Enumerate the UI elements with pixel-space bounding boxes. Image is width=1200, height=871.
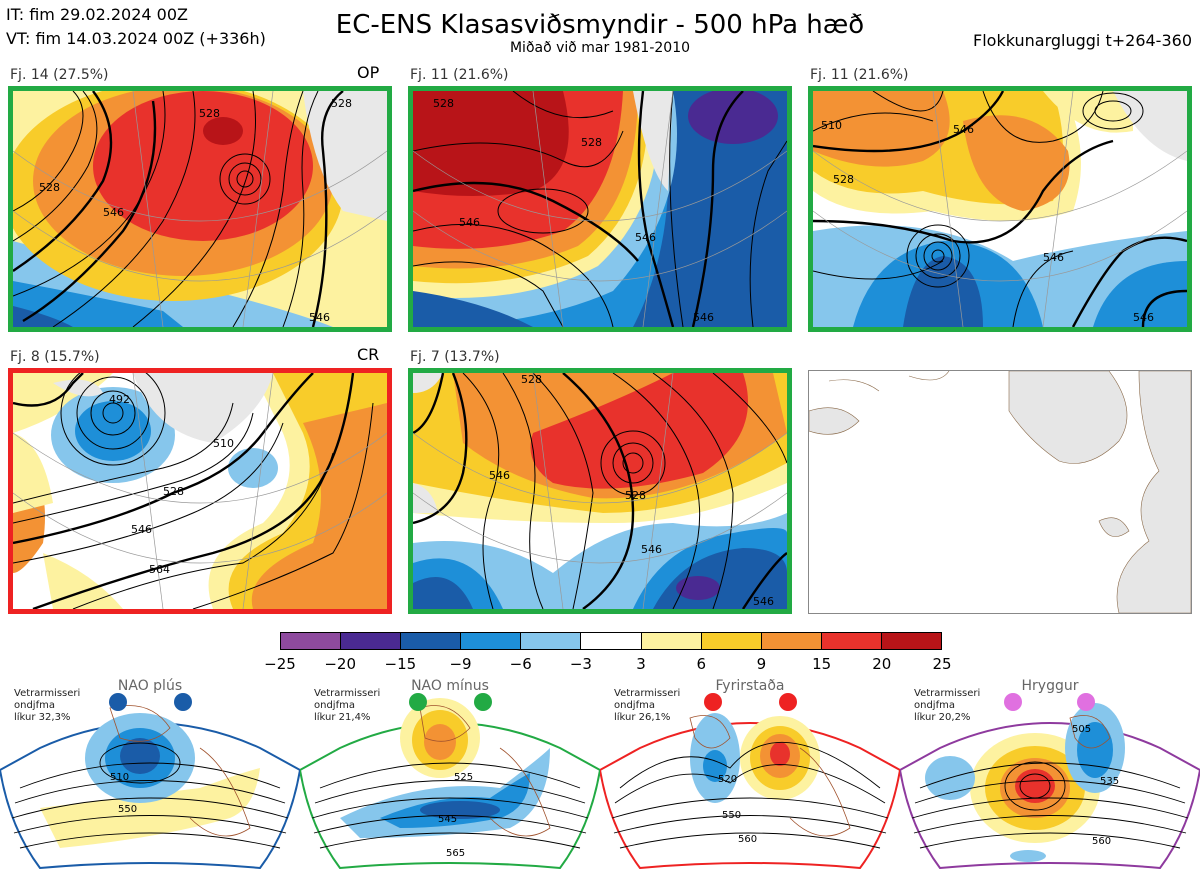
contour-label: 546 — [753, 595, 774, 608]
panel-3-label: Fj. 11 (21.6%) — [810, 67, 909, 83]
contour-label: 546 — [1043, 251, 1064, 264]
regime-blocking: 520 550 560 Fyrirstaða Vetrarmisseri ondj… — [600, 678, 900, 871]
contour-label: 546 — [489, 469, 510, 482]
colorbar-tick-label: 20 — [872, 655, 892, 673]
page-title: EC-ENS Klasasviðsmyndir - 500 hPa hæð — [335, 10, 865, 40]
contour-label: 528 — [521, 373, 542, 386]
contour-label: 510 — [110, 772, 129, 783]
contour-label: 510 — [821, 119, 842, 132]
cluster-map-5: 528 546 528 546 546 — [408, 368, 792, 614]
contour-label: 528 — [199, 107, 220, 120]
regime-stats: Vetrarmisseri ondjfma líkur 21,4% — [314, 688, 381, 723]
regime-name: NAO plús — [117, 678, 183, 694]
colorbar-swatch — [881, 633, 942, 649]
panel-4-label: Fj. 8 (15.7%) — [10, 349, 100, 365]
colorbar-swatch — [641, 633, 702, 649]
contour-label: 520 — [718, 774, 737, 785]
reference-map — [808, 370, 1192, 614]
regime-name: NAO mínus — [411, 678, 489, 694]
regime-stats: Vetrarmisseri ondjfma líkur 20,2% — [914, 688, 981, 723]
regime-stats: Vetrarmisseri ondjfma líkur 32,3% — [14, 688, 81, 723]
contour-label: 528 — [433, 97, 454, 110]
panel-2-label: Fj. 11 (21.6%) — [410, 67, 509, 83]
anomaly-colorbar — [280, 632, 942, 650]
contour-label: 546 — [1133, 311, 1154, 324]
panel-5-label: Fj. 7 (13.7%) — [410, 349, 500, 365]
cluster-map-3: 510 528 546 546 546 — [808, 86, 1192, 332]
contour-label: 528 — [581, 136, 602, 149]
regime-ridge: 505 535 560 Hryggur Vetrarmisseri ondjfma… — [900, 678, 1200, 871]
contour-label: 546 — [953, 123, 974, 136]
contour-label: 492 — [109, 393, 130, 406]
panel-4-tag: CR — [357, 345, 380, 364]
init-time: IT: fim 29.02.2024 00Z — [6, 5, 188, 24]
contour-label: 546 — [635, 231, 656, 244]
contour-label: 546 — [131, 523, 152, 536]
regime-name: Fyrirstaða — [715, 678, 785, 694]
contour-label: 510 — [213, 437, 234, 450]
contour-label: 550 — [722, 810, 741, 821]
contour-label: 528 — [833, 173, 854, 186]
contour-label: 546 — [309, 311, 330, 324]
contour-label: 550 — [118, 804, 137, 815]
contour-label: 546 — [693, 311, 714, 324]
cluster-map-4: 492 510 528 546 564 — [8, 368, 392, 614]
colorbar-tick-label: −25 — [264, 655, 296, 673]
cluster-map-2: 528 528 546 546 546 — [408, 86, 792, 332]
colorbar-swatch — [341, 633, 402, 649]
colorbar-swatch — [581, 633, 642, 649]
regime-name: Hryggur — [1021, 678, 1079, 694]
contour-label: 528 — [39, 181, 60, 194]
colorbar-tick-label: −9 — [449, 655, 472, 673]
contour-label: 560 — [738, 834, 757, 845]
contour-label: 546 — [459, 216, 480, 229]
colorbar-swatch — [761, 633, 822, 649]
contour-label: 560 — [1092, 836, 1111, 847]
colorbar-swatch — [401, 633, 462, 649]
regime-nao-plus: 510 550 NAO plús Vetrarmisseri ondjfma lík… — [0, 678, 300, 871]
panel-1-label: Fj. 14 (27.5%) — [10, 67, 109, 83]
colorbar-swatch — [281, 633, 342, 649]
regime-nao-minus: 525 545 565 NAO mínus Vetrarmisseri ondjf… — [300, 678, 600, 871]
colorbar-tick-label: 6 — [696, 655, 707, 673]
classification-window: Flokkunargluggi t+264-360 — [973, 31, 1192, 50]
valid-time: VT: fim 14.03.2024 00Z (+336h) — [6, 29, 266, 48]
page-subtitle: Miðað við mar 1981-2010 — [509, 40, 691, 56]
regime-stats: Vetrarmisseri ondjfma líkur 26,1% — [614, 688, 681, 723]
contour-label: 545 — [438, 814, 457, 825]
contour-label: 535 — [1100, 776, 1119, 787]
contour-label: 546 — [641, 543, 662, 556]
contour-label: 546 — [103, 206, 124, 219]
colorbar-tick-label: −15 — [384, 655, 417, 673]
contour-label: 528 — [163, 485, 184, 498]
colorbar-tick-label: 3 — [636, 655, 646, 673]
colorbar-tick-label: 9 — [756, 655, 767, 673]
contour-label: 528 — [625, 489, 646, 502]
colorbar-tick-label: −6 — [509, 655, 532, 673]
colorbar-tick-label: −20 — [324, 655, 356, 673]
panel-1-tag: OP — [357, 63, 380, 82]
contour-label: 505 — [1072, 724, 1091, 735]
colorbar-tick-label: 25 — [932, 655, 952, 673]
colorbar-swatch — [461, 633, 522, 649]
contour-label: 525 — [454, 772, 473, 783]
colorbar-swatch — [821, 633, 882, 649]
cluster-map-1: 528 528 546 528 546 — [8, 86, 392, 332]
colorbar-swatch — [701, 633, 762, 649]
colorbar-tick-label: −3 — [569, 655, 592, 673]
contour-label: 564 — [149, 563, 170, 576]
colorbar-tick-label: 15 — [812, 655, 832, 673]
contour-label: 565 — [446, 848, 465, 859]
contour-label: 528 — [331, 97, 352, 110]
colorbar-swatch — [521, 633, 582, 649]
